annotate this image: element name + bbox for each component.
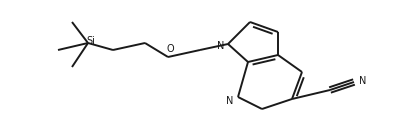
Text: Si: Si [87,36,95,46]
Text: N: N [217,41,225,51]
Text: O: O [166,44,174,54]
Text: N: N [226,96,234,106]
Text: N: N [359,76,367,86]
